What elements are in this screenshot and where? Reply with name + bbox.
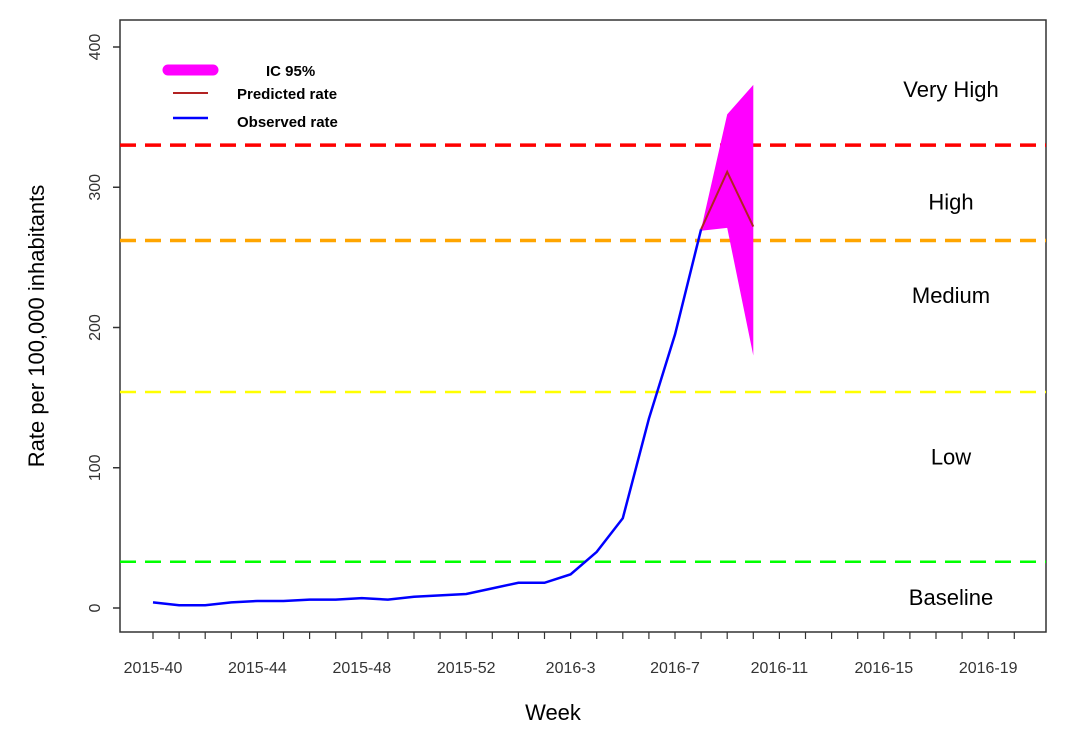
x-tick-label: 2015-40: [124, 660, 183, 677]
confidence-band: [701, 84, 754, 356]
x-tick-label: 2016-3: [546, 660, 596, 677]
y-tick-label: 400: [87, 34, 104, 61]
x-tick-label: 2016-7: [650, 660, 700, 677]
zone-label: Medium: [912, 283, 990, 308]
plot-frame: [119, 19, 1047, 633]
y-axis-title: Rate per 100,000 inhabitants: [24, 185, 49, 468]
zone-label: High: [928, 189, 973, 214]
x-tick-label: 2016-15: [854, 660, 913, 677]
x-axis-title: Week: [525, 700, 582, 725]
x-tick-label: 2016-11: [751, 660, 809, 677]
zone-label: Low: [931, 445, 971, 470]
x-tick-label: 2015-52: [437, 660, 496, 677]
legend-label-predicted: Predicted rate: [237, 86, 337, 103]
zone-label: Very High: [903, 77, 998, 102]
zone-label: Baseline: [909, 585, 993, 610]
y-tick-label: 300: [87, 174, 104, 201]
legend-label-observed: Observed rate: [237, 114, 338, 131]
x-tick-label: 2015-48: [332, 660, 391, 677]
x-tick-label: 2016-19: [959, 660, 1018, 677]
observed-rate-line: [152, 229, 703, 607]
predicted-rate-line: [700, 169, 755, 230]
y-tick-label: 0: [87, 603, 104, 612]
legend-label-ic95: IC 95%: [266, 63, 315, 80]
x-tick-label: 2015-44: [228, 660, 287, 677]
y-tick-label: 100: [87, 454, 104, 481]
y-tick-label: 200: [87, 314, 104, 341]
